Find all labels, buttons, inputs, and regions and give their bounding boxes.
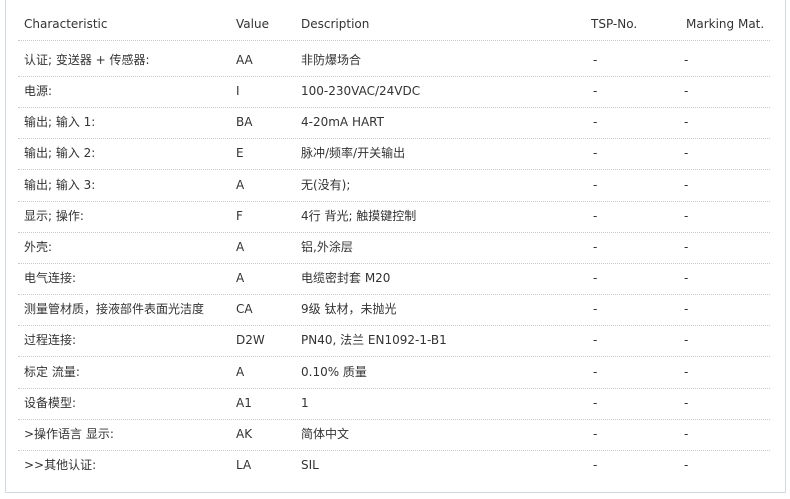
cell-description: 100-230VAC/24VDC — [301, 84, 421, 99]
cell-tsp-no: - — [593, 333, 598, 348]
cell-characteristic: 外壳: — [24, 239, 53, 254]
cell-description: 无(没有); — [301, 177, 351, 192]
cell-value: E — [236, 146, 244, 161]
cell-characteristic: 过程连接: — [24, 333, 77, 348]
table-row: 认证; 变送器 + 传感器: AA 非防爆场合 - - — [18, 45, 770, 77]
cell-tsp-no: - — [593, 364, 598, 379]
table-header-row: Characteristic Value Description TSP-No. Mar… — [18, 9, 770, 41]
cell-marking-mat: - — [684, 146, 689, 161]
table-row: 测量管材质，接液部件表面光洁度 CA 9级 钛材，未抛光 - - — [18, 294, 770, 327]
cell-description: 简体中文 — [301, 426, 350, 441]
cell-characteristic: 电气连接: — [24, 271, 77, 286]
cell-tsp-no: - — [593, 271, 598, 286]
cell-tsp-no: - — [593, 395, 598, 410]
cell-value: A — [236, 364, 245, 379]
header-value: Value — [236, 17, 269, 31]
cell-marking-mat: - — [684, 271, 689, 286]
cell-characteristic: 电源: — [24, 84, 53, 99]
cell-marking-mat: - — [684, 395, 689, 410]
cell-value: A — [236, 271, 245, 286]
cell-marking-mat: - — [684, 239, 689, 254]
cell-value: A1 — [236, 395, 252, 410]
cell-characteristic: 显示; 操作: — [24, 208, 84, 223]
table-row: 输出; 输入 1: BA 4-20mA HART - - — [18, 107, 770, 140]
cell-description: 9级 钛材，未抛光 — [301, 302, 397, 317]
cell-value: D2W — [236, 333, 265, 348]
table-row: >操作语言 显示: AK 简体中文 - - — [18, 419, 770, 451]
cell-value: A — [236, 177, 245, 192]
cell-characteristic: 输出; 输入 2: — [24, 146, 96, 161]
table-row: 输出; 输入 3: A 无(没有); - - — [18, 170, 770, 202]
cell-tsp-no: - — [593, 115, 598, 130]
cell-description: SIL — [301, 457, 319, 472]
table-row: 标定 流量: A 0.10% 质量 - - — [18, 357, 770, 389]
cell-tsp-no: - — [593, 239, 598, 254]
table-row: 显示; 操作: F 4行 背光; 触摸键控制 - - — [18, 201, 770, 233]
cell-marking-mat: - — [684, 53, 689, 67]
cell-tsp-no: - — [593, 53, 598, 67]
cell-value: AA — [236, 53, 253, 67]
cell-value: CA — [236, 302, 253, 317]
header-characteristic: Characteristic — [24, 17, 108, 31]
cell-characteristic: 测量管材质，接液部件表面光洁度 — [24, 302, 205, 317]
cell-marking-mat: - — [684, 302, 689, 317]
cell-marking-mat: - — [684, 177, 689, 192]
cell-description: 铝,外涂层 — [301, 239, 353, 254]
cell-description: 4行 背光; 触摸键控制 — [301, 208, 417, 223]
cell-tsp-no: - — [593, 84, 598, 99]
cell-marking-mat: - — [684, 457, 689, 472]
cell-tsp-no: - — [593, 146, 598, 161]
cell-description: 4-20mA HART — [301, 115, 384, 130]
cell-description: 1 — [301, 395, 309, 410]
cell-characteristic: 输出; 输入 1: — [24, 115, 96, 130]
cell-marking-mat: - — [684, 115, 689, 130]
table-row: 输出; 输入 2: E 脉冲/频率/开关输出 - - — [18, 138, 770, 171]
cell-tsp-no: - — [593, 457, 598, 472]
cell-value: I — [236, 84, 240, 99]
cell-description: 电缆密封套 M20 — [301, 271, 391, 286]
cell-description: 非防爆场合 — [301, 53, 362, 67]
cell-marking-mat: - — [684, 208, 689, 223]
cell-marking-mat: - — [684, 426, 689, 441]
cell-characteristic: 标定 流量: — [24, 364, 80, 379]
cell-marking-mat: - — [684, 333, 689, 348]
cell-tsp-no: - — [593, 177, 598, 192]
cell-value: AK — [236, 426, 253, 441]
cell-tsp-no: - — [593, 208, 598, 223]
table-row: 外壳: A 铝,外涂层 - - — [18, 232, 770, 264]
header-tsp-no: TSP-No. — [591, 17, 638, 31]
cell-characteristic: >操作语言 显示: — [24, 426, 114, 441]
table-row: 设备模型: A1 1 - - — [18, 388, 770, 420]
cell-value: LA — [236, 457, 252, 472]
cell-description: 脉冲/频率/开关输出 — [301, 146, 406, 161]
table-row: 电气连接: A 电缆密封套 M20 - - — [18, 263, 770, 296]
cell-value: BA — [236, 115, 253, 130]
table-row: 电源: I 100-230VAC/24VDC - - — [18, 76, 770, 109]
cell-tsp-no: - — [593, 426, 598, 441]
cell-tsp-no: - — [593, 302, 598, 317]
specification-panel — [5, 0, 786, 493]
header-description: Description — [301, 17, 370, 31]
cell-characteristic: 输出; 输入 3: — [24, 177, 96, 192]
table-row: >>其他认证: LA SIL - - — [18, 450, 770, 481]
cell-value: A — [236, 239, 245, 254]
cell-description: 0.10% 质量 — [301, 364, 367, 379]
table-row: 过程连接: D2W PN40, 法兰 EN1092-1-B1 - - — [18, 325, 770, 358]
cell-characteristic: >>其他认证: — [24, 457, 97, 472]
cell-marking-mat: - — [684, 84, 689, 99]
cell-marking-mat: - — [684, 364, 689, 379]
cell-characteristic: 认证; 变送器 + 传感器: — [24, 53, 150, 67]
header-marking-mat: Marking Mat. — [686, 17, 765, 31]
cell-description: PN40, 法兰 EN1092-1-B1 — [301, 333, 447, 348]
cell-value: F — [236, 208, 243, 223]
cell-characteristic: 设备模型: — [24, 395, 77, 410]
